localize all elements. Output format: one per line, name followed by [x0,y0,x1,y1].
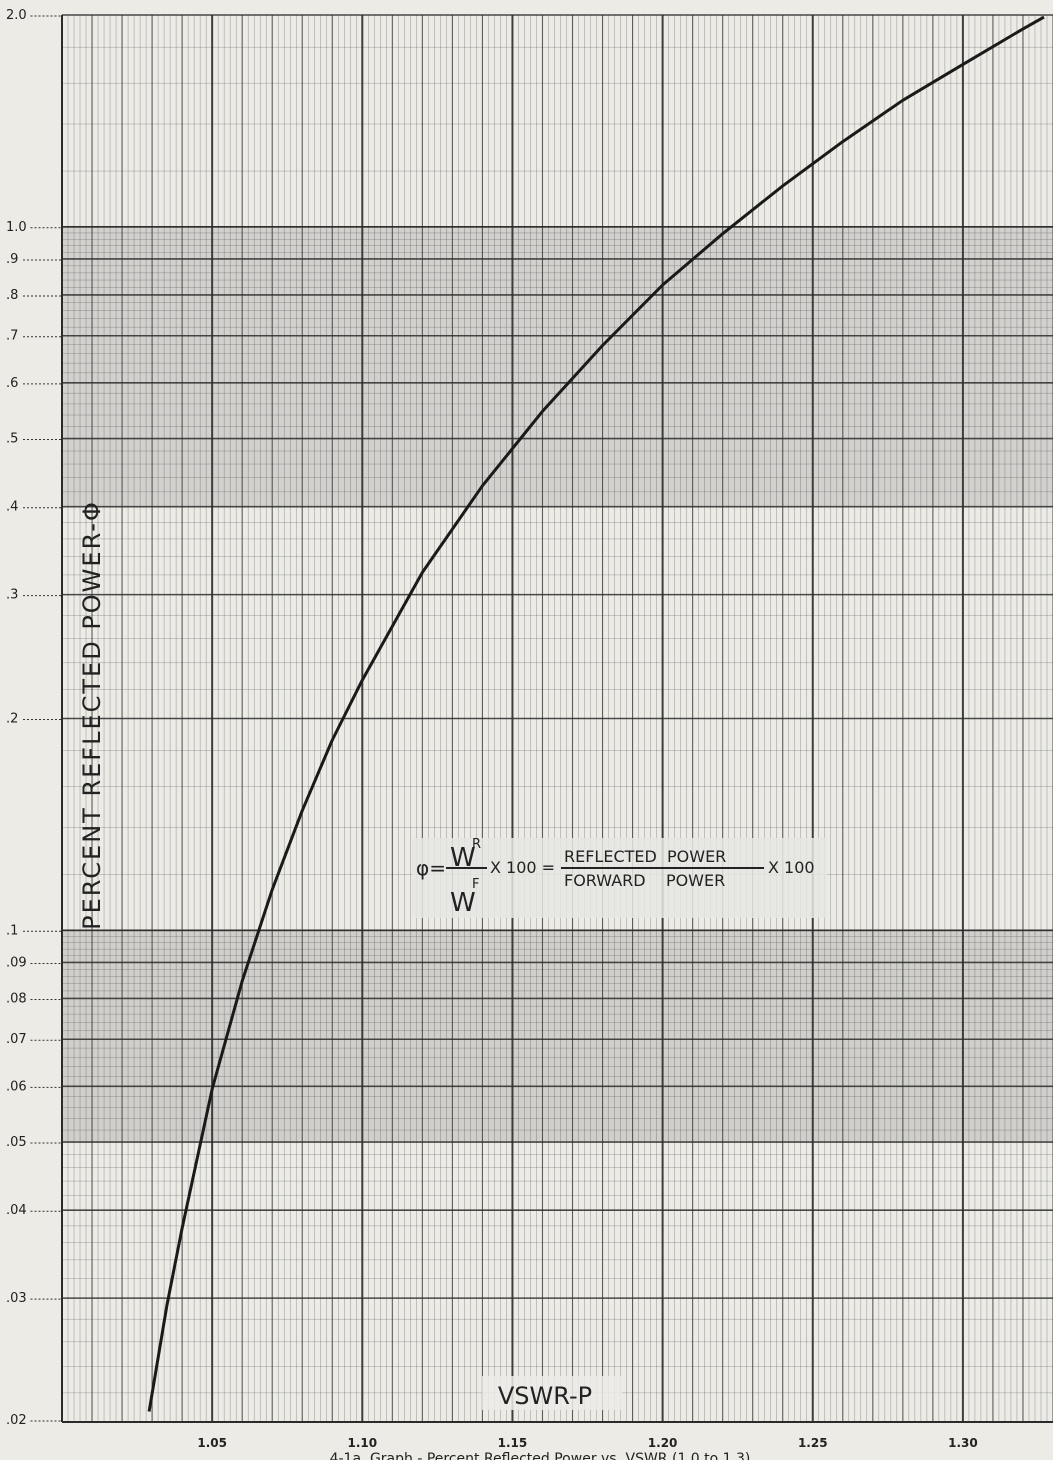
y-tick-label: .4 [6,500,18,515]
y-tick-label: .02 [6,1413,27,1428]
y-tick-label: .09 [6,955,27,970]
y-tick-label: .07 [6,1032,27,1047]
curve-layer [147,15,1045,1412]
y-tick-labels: 2.0 1.0 .9 .8 .7 .6 .5 .4 .3 .2 .1 .09 .08 .07 .06 .05.… [6,8,62,1428]
y-tick-label: .5 [6,432,18,447]
y-axis-title: PERCENT REFLECTED POWER-Φ [78,500,106,930]
formula-den-symbol: W [450,888,476,918]
y-tick-label: .9 [6,252,18,267]
y-tick-label: .2 [6,712,18,727]
x-tick-label: 1.20 [648,1436,678,1450]
grid [61,14,1053,1423]
x-tick-label: 1.15 [498,1436,528,1450]
formula-multiplier-1: X 100 = [490,858,555,877]
y-tick-label: .04 [6,1203,27,1218]
y-tick-label: .05 [6,1135,27,1150]
series-line [147,15,1045,1412]
y-tick-label: .3 [6,588,18,603]
y-tick-label: .06 [6,1079,27,1094]
x-axis-title-bg [482,1376,622,1410]
y-tick-label: .8 [6,288,18,303]
decade-shading [62,226,1053,1143]
formula-annotation: φ= W R W F X 100 = REFLECTED POWER FORWA… [412,837,827,918]
y-tick-label: .08 [6,991,27,1006]
formula-num-sup: R [472,837,481,852]
x-tick-label: 1.25 [798,1436,828,1450]
formula-denominator-text: FORWARD POWER [564,871,725,890]
formula-lhs: φ= [416,856,446,880]
shade-band-upper [62,226,1053,507]
x-tick-label: 1.05 [197,1436,227,1450]
formula-numerator-text: REFLECTED POWER [564,847,726,866]
y-tick-label: 2.0 [6,8,27,23]
formula-den-sup: F [472,877,479,892]
x-axis-title: VSWR-P [498,1382,592,1410]
y-tick-label: .03 [6,1291,27,1306]
figure-caption: 4-1a. Graph - Percent Reflected Power vs… [330,1451,751,1460]
y-tick-label: .7 [6,329,18,344]
formula-bg [412,838,827,918]
x-tick-label: 1.30 [948,1436,978,1450]
x-tick-label: 1.10 [347,1436,377,1450]
y-tick-label: .1 [6,923,18,938]
y-tick-label: .6 [6,376,18,391]
y-tick-label: 1.0 [6,220,27,235]
formula-multiplier-2: X 100 [768,858,815,877]
x-tick-labels: 1.05 1.10 1.15 1.20 1.25 1.30 [197,1436,977,1450]
